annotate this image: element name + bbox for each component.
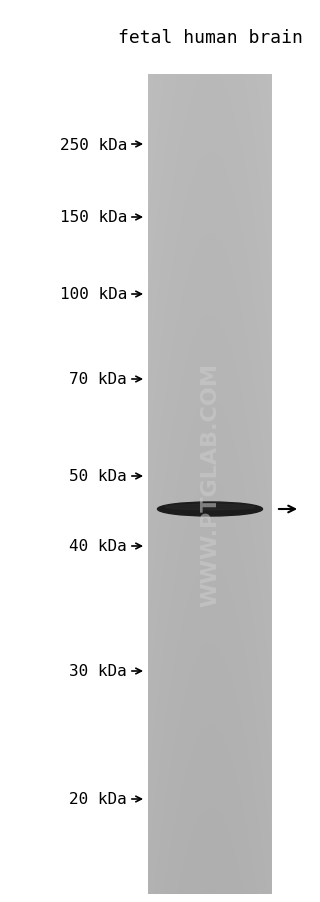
Text: fetal human brain: fetal human brain — [117, 29, 302, 47]
Text: 40 kDa: 40 kDa — [69, 538, 127, 554]
Text: 150 kDa: 150 kDa — [60, 210, 127, 226]
Text: 50 kDa: 50 kDa — [69, 469, 127, 484]
Ellipse shape — [165, 504, 255, 511]
Text: WWW.PTGLAB.COM: WWW.PTGLAB.COM — [200, 363, 220, 606]
Text: 100 kDa: 100 kDa — [60, 287, 127, 302]
Text: 20 kDa: 20 kDa — [69, 792, 127, 806]
Text: 70 kDa: 70 kDa — [69, 373, 127, 387]
Text: 30 kDa: 30 kDa — [69, 664, 127, 678]
Ellipse shape — [157, 502, 262, 517]
Text: 250 kDa: 250 kDa — [60, 137, 127, 152]
